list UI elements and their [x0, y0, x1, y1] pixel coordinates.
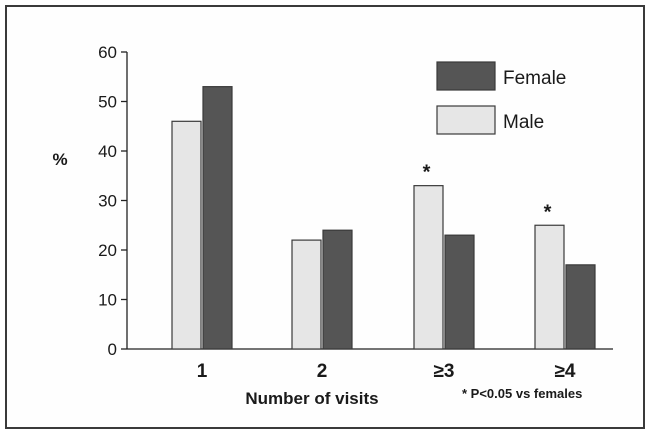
- y-tick-label: 10: [98, 291, 117, 310]
- bars: [171, 86, 596, 350]
- category-label: ≥4: [555, 361, 576, 382]
- y-tick-label: 30: [98, 192, 117, 211]
- y-tick-label: 40: [98, 142, 117, 161]
- bar-female-2: [444, 234, 475, 350]
- significance-star: *: [544, 201, 552, 223]
- bar-female-1: [322, 229, 353, 350]
- bar-male-2: [413, 185, 444, 350]
- legend-swatch-male: [436, 105, 496, 135]
- bar-male-1: [291, 239, 322, 350]
- legend-label-male: Male: [503, 112, 544, 133]
- legend-swatch-female: [436, 61, 496, 91]
- y-axis: 0 10 20 30 40 50 60: [98, 43, 128, 359]
- y-axis-title: %: [52, 150, 67, 169]
- x-axis-title: Number of visits: [245, 389, 378, 408]
- y-tick-label: 50: [98, 93, 117, 112]
- significance-marks: **: [423, 162, 552, 224]
- bar-male-3: [534, 224, 565, 350]
- legend: Female Male: [436, 61, 566, 135]
- legend-label-female: Female: [503, 68, 566, 89]
- bar-female-3: [565, 264, 596, 350]
- y-tick-label: 0: [108, 340, 117, 359]
- category-labels: 1 2 ≥3 ≥4: [197, 361, 576, 382]
- category-label: 1: [197, 361, 208, 382]
- category-label: 2: [317, 361, 328, 382]
- significance-star: *: [423, 162, 431, 184]
- y-tick-label: 60: [98, 43, 117, 62]
- y-tick-label: 20: [98, 241, 117, 260]
- bar-female-0: [202, 86, 233, 350]
- footnote: * P<0.05 vs females: [462, 386, 582, 401]
- category-label: ≥3: [434, 361, 455, 382]
- bar-male-0: [171, 120, 202, 350]
- chart-frame: 0 10 20 30 40 50 60 1 2 ≥3 ≥4 * * Female Male % Num…: [5, 5, 645, 429]
